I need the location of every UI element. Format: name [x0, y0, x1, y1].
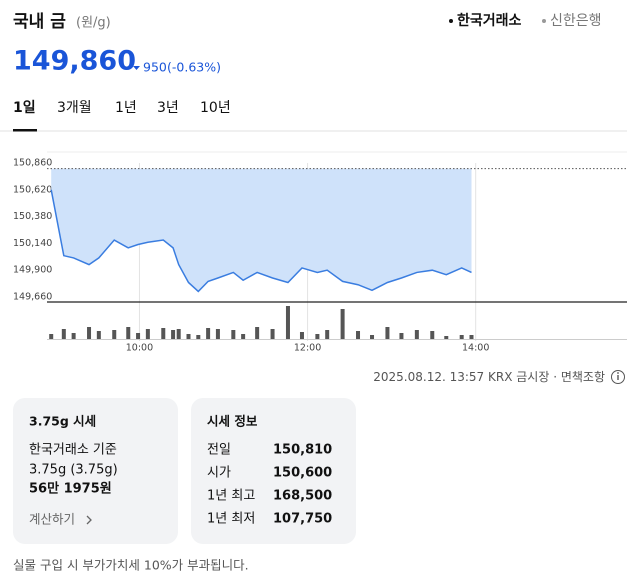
timestamp-text: 2025.08.12. 13:57 KRX 금시장: [373, 370, 549, 384]
bullet: [542, 19, 546, 23]
separator: [0, 130, 627, 132]
tab-underline: [13, 129, 37, 132]
change: 950: [143, 60, 167, 75]
down-arrow: [133, 66, 140, 70]
volume-bar: [231, 330, 236, 339]
volume-bar: [161, 328, 166, 339]
info-icon[interactable]: [611, 370, 625, 384]
volume-bar: [340, 309, 345, 339]
volume-bar: [356, 331, 361, 339]
period-tab[interactable]: 10년: [200, 100, 231, 116]
volume-bar: [136, 333, 141, 339]
card: [191, 398, 356, 544]
volume-bar: [270, 329, 275, 339]
source-tab[interactable]: 한국거래소: [457, 13, 522, 29]
volume-bar: [241, 334, 246, 339]
dot: ·: [549, 370, 560, 384]
y-tick-label: 150,860: [13, 158, 52, 169]
volume-bar: [399, 333, 404, 339]
period-tab[interactable]: 3년: [157, 100, 179, 116]
volume-bar: [112, 330, 117, 339]
y-tick-label: 150,140: [13, 238, 52, 249]
volume-bar: [196, 335, 201, 339]
disclaimer[interactable]: 면책조항: [561, 369, 605, 384]
card-line: 한국거래소 기준: [29, 443, 117, 458]
x-tick-label: 12:00: [294, 343, 321, 354]
card-title: 시세 정보: [207, 414, 258, 429]
note: 실물 구입 시 부가가치세 10%가 부과됩니다.: [13, 558, 249, 573]
volume-bar: [171, 330, 176, 339]
calc-link[interactable]: 계산하기: [29, 512, 75, 527]
volume-bar: [315, 334, 320, 339]
info-rows: 전일 150,810 시가 150,600 1년 최고 168,500 1년 최저 107,7…: [207, 443, 332, 527]
info-icon-dot: [617, 372, 619, 374]
card: [13, 398, 178, 544]
period-tab[interactable]: 1년: [115, 100, 137, 116]
info-label: 전일: [207, 443, 231, 458]
x-tick-label: 14:00: [462, 343, 489, 354]
volume-bar: [255, 327, 260, 339]
volume-bar: [444, 336, 449, 339]
info-value: 150,810: [273, 443, 332, 458]
volume-bar: [414, 330, 419, 339]
volume-bar: [145, 329, 150, 339]
volume-bar: [186, 334, 191, 339]
chart: 10:00 12:00 14:00 150,860 150,620 150,380 150,…: [13, 151, 627, 354]
volume-bar: [49, 334, 54, 339]
info-value: 107,750: [273, 512, 332, 527]
volume-bar: [61, 329, 66, 339]
volume-bar: [459, 335, 464, 339]
volume-bar: [215, 329, 220, 339]
volume-bar: [430, 331, 435, 339]
volume-bar: [299, 332, 304, 339]
volume-bar: [176, 329, 181, 339]
change-pct: (-0.63%): [167, 60, 221, 75]
title: 국내 금: [13, 12, 66, 32]
card-line: 3.75g (3.75g): [29, 463, 118, 478]
volume-bar: [126, 327, 131, 339]
y-tick-label: 149,660: [13, 292, 52, 303]
volume-bar: [206, 328, 211, 339]
price-line: [50, 189, 472, 293]
volume-bar: [370, 335, 375, 339]
area: [51, 168, 472, 292]
info-label: 1년 최고: [207, 489, 255, 504]
timestamp: 2025.08.12. 13:57 KRX 금시장 · 면책조항: [373, 369, 605, 384]
period-tab[interactable]: 1일: [13, 100, 36, 116]
info-label: 1년 최저: [207, 512, 255, 527]
info-icon-bar: [617, 375, 619, 380]
chevron: [86, 515, 92, 525]
info-value: 168,500: [273, 489, 332, 504]
volume-bar: [96, 331, 101, 339]
source-tab[interactable]: 신한은행: [550, 13, 602, 29]
period-tab[interactable]: 3개월: [57, 100, 92, 116]
x-tick-label: 10:00: [126, 343, 153, 354]
bullet: [449, 19, 453, 23]
card-amount: 56만 1975원: [29, 481, 112, 497]
y-tick-label: 150,380: [13, 211, 52, 222]
card-title: 3.75g 시세: [29, 414, 96, 429]
volume-bar: [469, 335, 474, 339]
volume-bar: [87, 327, 92, 339]
volume-bar: [285, 306, 290, 339]
volume-bar: [385, 327, 390, 339]
volume-bar: [71, 333, 76, 339]
info-value: 150,600: [273, 466, 332, 481]
y-tick-label: 149,900: [13, 265, 52, 276]
info-label: 시가: [207, 466, 231, 481]
price: 149,860: [13, 46, 136, 77]
volume-bar: [325, 330, 330, 339]
y-tick-label: 150,620: [13, 184, 52, 195]
unit: (원/g): [76, 16, 111, 31]
